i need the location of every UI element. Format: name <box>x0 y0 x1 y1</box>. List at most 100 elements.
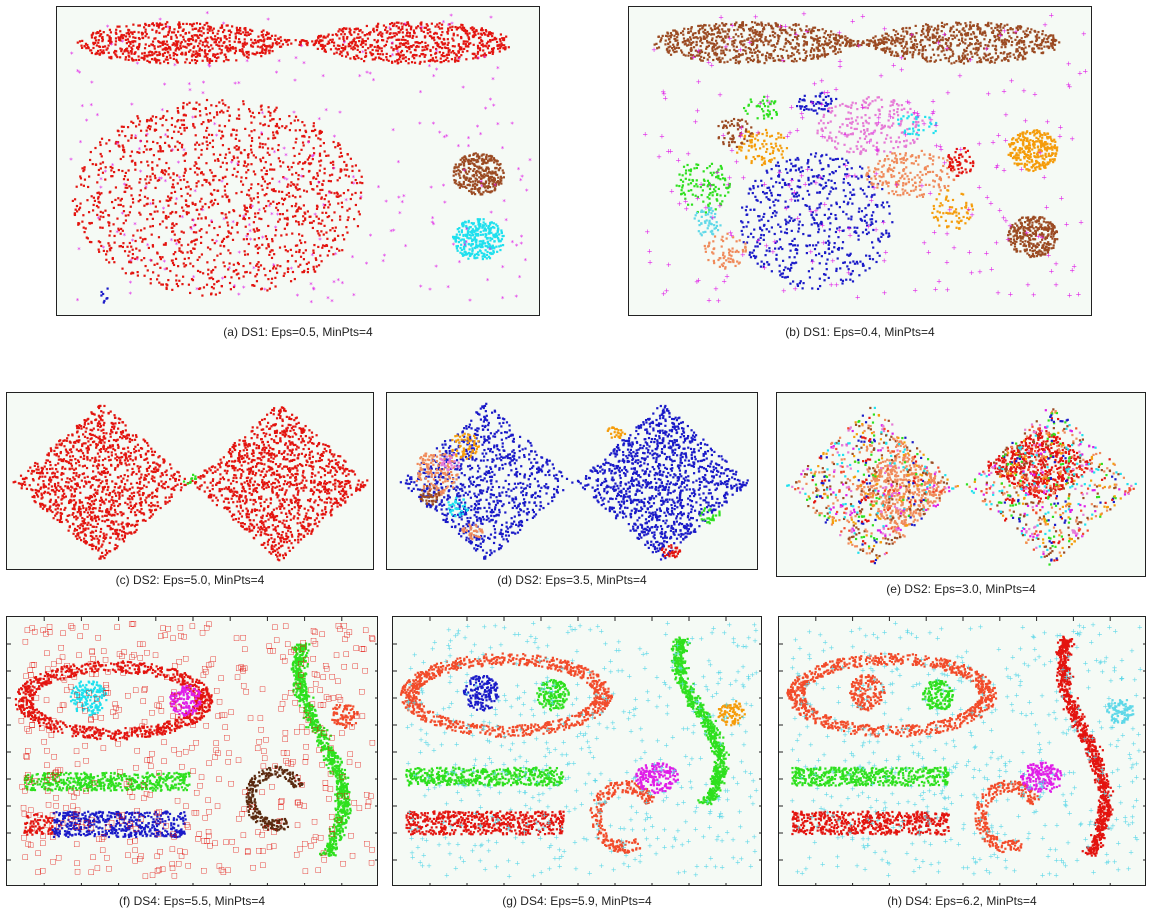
point <box>192 265 195 268</box>
point <box>209 169 212 172</box>
point <box>470 229 473 233</box>
point <box>996 26 999 29</box>
point <box>254 156 258 159</box>
point <box>306 267 310 271</box>
point <box>441 42 444 45</box>
point <box>475 178 479 181</box>
point <box>387 59 390 62</box>
point <box>476 232 480 236</box>
point <box>225 58 228 61</box>
point <box>204 202 207 206</box>
point <box>818 36 822 39</box>
point <box>136 256 139 259</box>
point <box>406 46 409 49</box>
point <box>811 28 814 31</box>
point <box>224 35 227 38</box>
point <box>359 43 363 46</box>
point <box>426 32 429 35</box>
point <box>933 27 937 30</box>
point <box>452 174 455 177</box>
point <box>479 36 482 39</box>
point <box>114 142 117 145</box>
point <box>337 234 340 237</box>
point <box>260 169 263 172</box>
point <box>985 55 988 58</box>
point <box>119 232 122 235</box>
point <box>167 31 170 34</box>
point <box>885 41 888 44</box>
point <box>323 244 327 248</box>
point <box>721 37 724 40</box>
point: * <box>149 201 153 209</box>
point <box>484 229 488 232</box>
point <box>471 187 474 190</box>
point <box>464 234 468 238</box>
point: * <box>192 223 196 231</box>
point <box>1052 37 1055 40</box>
point <box>205 162 208 165</box>
point <box>838 35 842 38</box>
point: * <box>504 217 508 225</box>
point <box>371 53 375 56</box>
point <box>114 37 118 40</box>
point <box>714 48 717 51</box>
point <box>166 58 169 61</box>
point <box>216 32 219 35</box>
point <box>776 54 779 58</box>
point <box>726 33 729 36</box>
point <box>698 54 701 57</box>
point <box>408 31 411 35</box>
point <box>490 246 493 249</box>
point <box>309 182 312 186</box>
point <box>482 32 486 35</box>
point <box>485 153 488 157</box>
point <box>132 36 135 39</box>
point <box>185 213 189 216</box>
point <box>308 221 312 224</box>
point <box>280 197 284 200</box>
point <box>311 40 314 43</box>
point <box>924 48 927 52</box>
point <box>764 39 767 42</box>
point <box>109 165 112 169</box>
point <box>462 182 465 186</box>
point <box>1035 35 1038 38</box>
point <box>199 39 202 42</box>
point: * <box>175 196 179 204</box>
point <box>772 44 775 47</box>
point <box>459 26 462 29</box>
point <box>301 271 304 274</box>
point <box>778 28 782 31</box>
point <box>203 55 206 58</box>
point <box>398 31 401 34</box>
point: * <box>139 139 143 147</box>
point <box>122 155 125 158</box>
point <box>294 129 297 132</box>
point <box>148 24 151 27</box>
point <box>722 51 725 54</box>
point <box>464 178 467 181</box>
point <box>895 38 898 41</box>
point <box>769 39 772 42</box>
point <box>329 38 332 42</box>
point <box>153 263 156 266</box>
point <box>733 24 737 27</box>
point: * <box>517 166 521 174</box>
point <box>288 114 291 118</box>
point <box>189 194 192 197</box>
point <box>835 33 838 37</box>
point <box>793 29 796 32</box>
point <box>983 57 986 60</box>
point <box>773 35 776 39</box>
point <box>476 57 479 60</box>
point <box>887 38 891 42</box>
point <box>102 215 105 219</box>
point <box>194 203 197 206</box>
point <box>775 24 778 27</box>
point <box>215 57 218 60</box>
point <box>162 243 166 246</box>
point <box>952 52 955 55</box>
point <box>493 189 496 192</box>
point <box>333 192 336 195</box>
point <box>483 253 486 256</box>
